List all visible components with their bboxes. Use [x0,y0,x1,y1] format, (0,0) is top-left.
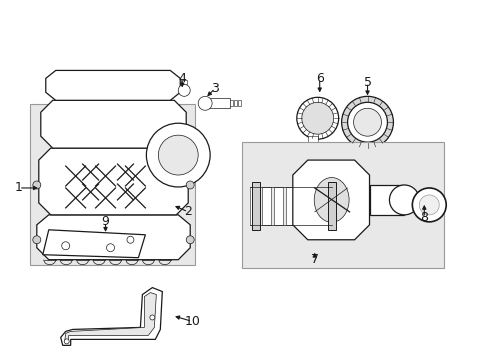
Circle shape [353,108,381,136]
Polygon shape [46,71,180,100]
Polygon shape [61,288,162,345]
Circle shape [158,135,198,175]
Bar [181,80,187,84]
Bar [229,100,233,106]
Text: 6: 6 [315,72,323,85]
Text: 9: 9 [102,215,109,228]
Polygon shape [37,215,190,260]
Ellipse shape [314,177,348,222]
Bar [327,182,335,230]
Text: 1: 1 [15,181,23,194]
Circle shape [186,236,194,244]
Bar [309,187,318,225]
Circle shape [347,102,386,142]
Circle shape [146,123,210,187]
Bar [234,100,237,106]
Bar [262,187,270,225]
Text: 5: 5 [363,76,371,89]
Circle shape [127,236,134,243]
Polygon shape [42,230,145,258]
Bar [251,182,260,230]
Circle shape [33,181,41,189]
Circle shape [149,315,155,320]
Bar [273,187,282,225]
Circle shape [33,236,41,244]
Bar [30,104,195,265]
Bar [369,185,404,215]
Polygon shape [39,148,188,215]
Bar [307,136,317,144]
Bar [297,187,306,225]
Circle shape [341,96,393,148]
Bar [285,187,294,225]
Text: 2: 2 [184,205,192,219]
Circle shape [411,188,446,222]
Polygon shape [64,293,156,341]
Circle shape [178,84,190,96]
Bar [208,98,229,108]
Text: 10: 10 [184,315,200,328]
Circle shape [186,181,194,189]
Circle shape [106,244,114,252]
Polygon shape [41,100,186,148]
Circle shape [419,195,438,215]
Circle shape [64,339,69,344]
Circle shape [61,242,69,250]
Polygon shape [292,160,369,240]
Circle shape [301,102,333,134]
Text: 8: 8 [420,211,427,224]
Circle shape [296,97,338,139]
Text: 7: 7 [310,253,318,266]
Circle shape [198,96,212,110]
Bar [242,142,443,268]
Bar [249,187,259,225]
Text: 3: 3 [211,82,219,95]
Text: 4: 4 [178,72,186,85]
Bar [238,100,241,106]
Circle shape [388,185,419,215]
Bar [321,187,330,225]
